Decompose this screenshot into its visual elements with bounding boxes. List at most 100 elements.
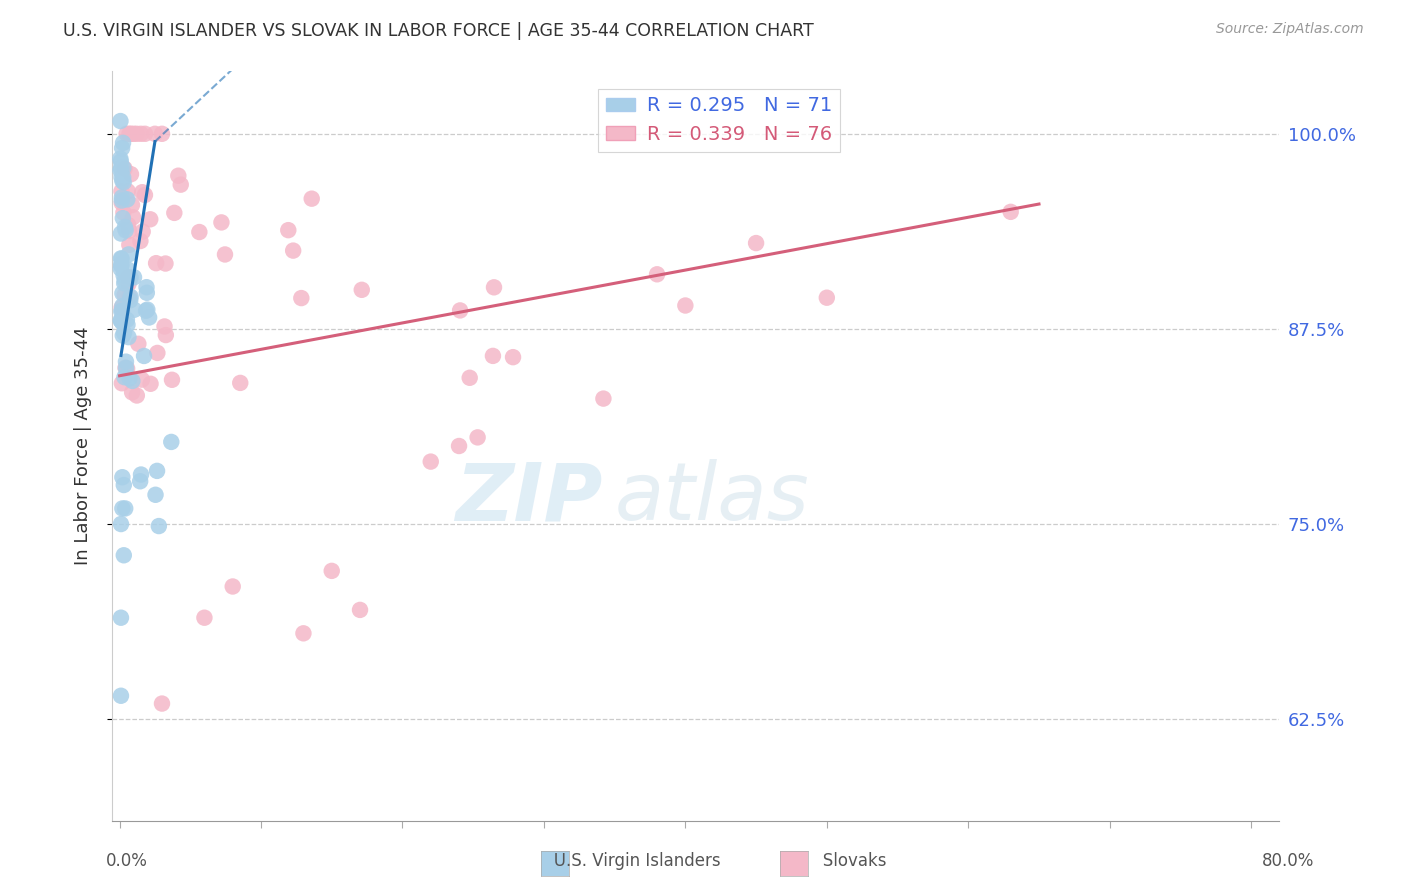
Point (135, 285, 157, 300)
Point (118, 237, 141, 252)
Point (114, 273, 136, 287)
Point (131, 373, 153, 387)
Point (131, 185, 153, 199)
Point (214, 247, 236, 261)
Point (110, 301, 132, 315)
Point (350, 283, 373, 297)
Point (209, 215, 232, 229)
Point (110, 161, 132, 176)
Point (114, 161, 136, 176)
Point (111, 299, 134, 313)
Point (111, 316, 134, 330)
Point (111, 286, 134, 301)
Point (1000, 205, 1022, 219)
Point (111, 303, 134, 318)
Point (146, 346, 169, 360)
Point (114, 220, 136, 235)
Point (170, 178, 193, 192)
Point (121, 385, 143, 400)
Point (132, 349, 155, 363)
Point (135, 280, 157, 294)
Point (129, 234, 152, 248)
Legend: R = 0.295   N = 71, R = 0.339   N = 76: R = 0.295 N = 71, R = 0.339 N = 76 (599, 88, 841, 152)
Point (129, 127, 152, 141)
Point (110, 517, 132, 532)
Point (482, 280, 505, 294)
Point (163, 206, 186, 220)
Point (134, 188, 156, 202)
Point (122, 270, 145, 285)
Point (114, 360, 136, 375)
Point (112, 478, 135, 492)
Point (449, 303, 471, 318)
Point (111, 141, 134, 155)
Point (111, 196, 134, 211)
Point (114, 288, 136, 302)
Point (458, 371, 481, 385)
Point (321, 564, 343, 578)
Point (115, 361, 138, 376)
Point (111, 211, 134, 226)
Point (193, 611, 215, 625)
Point (117, 262, 139, 277)
Point (745, 236, 768, 251)
Point (143, 127, 166, 141)
Point (447, 439, 470, 453)
Point (150, 697, 173, 711)
Point (467, 430, 489, 444)
Point (110, 689, 132, 703)
Point (131, 225, 153, 239)
Point (110, 313, 132, 327)
Point (155, 256, 177, 270)
Point (110, 114, 132, 128)
Point (122, 127, 145, 141)
Point (115, 312, 138, 326)
Point (120, 127, 142, 141)
Point (118, 127, 141, 141)
Y-axis label: In Labor Force | Age 35-44: In Labor Force | Age 35-44 (73, 326, 91, 566)
Point (111, 376, 134, 391)
Text: U.S. VIRGIN ISLANDER VS SLOVAK IN LABOR FORCE | AGE 35-44 CORRELATION CHART: U.S. VIRGIN ISLANDER VS SLOVAK IN LABOR … (63, 22, 814, 40)
Point (120, 167, 142, 181)
Point (292, 626, 315, 640)
Point (110, 611, 132, 625)
Point (139, 212, 162, 227)
Point (138, 310, 160, 325)
Point (112, 136, 135, 150)
Point (117, 330, 139, 344)
Point (112, 268, 135, 283)
Point (111, 328, 134, 343)
Point (115, 354, 138, 368)
Point (419, 455, 441, 469)
Point (115, 360, 138, 375)
Point (229, 376, 252, 390)
Point (117, 277, 139, 291)
Point (110, 257, 132, 271)
Text: ZIP: ZIP (456, 459, 603, 538)
Point (120, 293, 142, 308)
Point (222, 580, 245, 594)
Point (117, 247, 139, 261)
Point (110, 261, 132, 276)
Point (135, 303, 157, 318)
Point (110, 252, 132, 266)
Point (110, 227, 132, 241)
Point (114, 223, 136, 237)
Point (127, 336, 149, 351)
Point (111, 501, 134, 516)
Point (117, 184, 139, 198)
Point (112, 175, 135, 189)
Point (111, 190, 134, 204)
Point (112, 277, 135, 291)
Point (120, 290, 142, 304)
Point (117, 193, 139, 207)
Point (110, 184, 132, 198)
Point (277, 223, 299, 237)
Text: 80.0%: 80.0% (1263, 852, 1315, 870)
Point (673, 299, 696, 313)
Point (110, 259, 132, 273)
Text: Source: ZipAtlas.com: Source: ZipAtlas.com (1216, 22, 1364, 37)
Point (134, 127, 156, 141)
Point (129, 467, 152, 482)
Point (139, 376, 162, 391)
